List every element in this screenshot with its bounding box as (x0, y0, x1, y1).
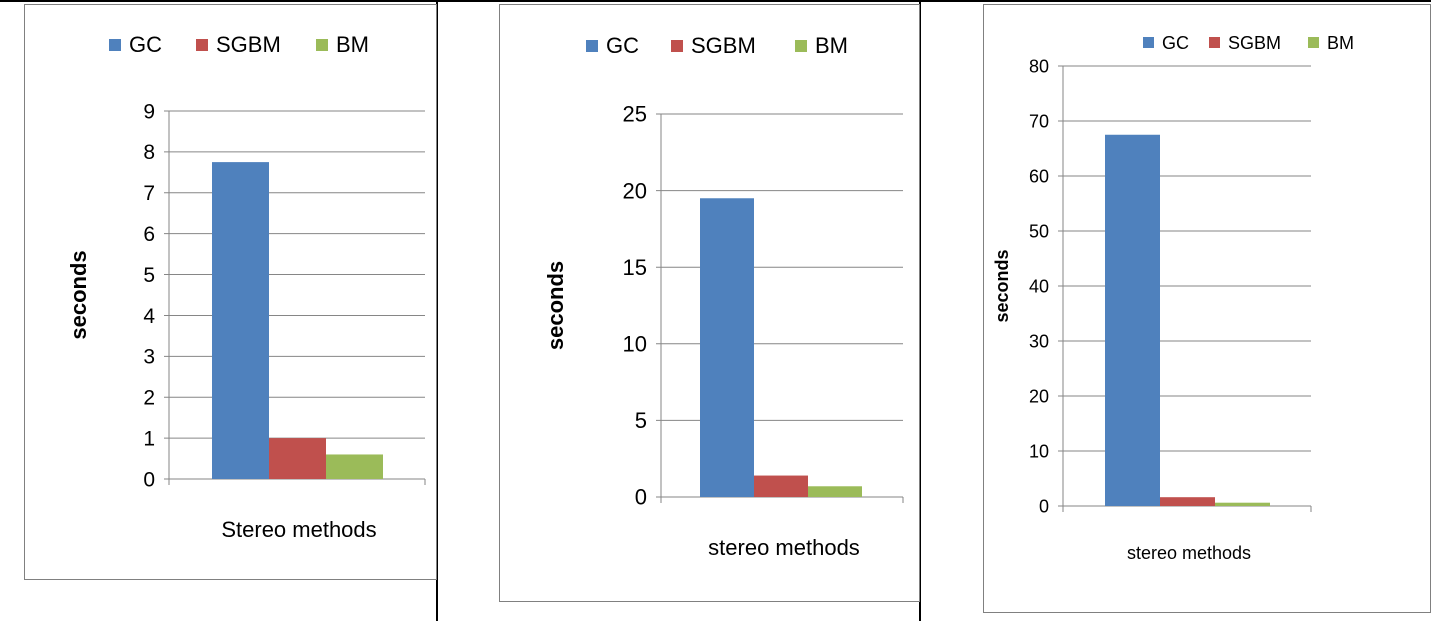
chart-panel-2: 0 5 10 15 20 25 GC SGBM BM seconds stereo methods (499, 4, 920, 602)
bar-sgbm (754, 475, 808, 497)
y-tick-label: 0 (143, 468, 155, 491)
legend-swatch-bm (316, 39, 328, 51)
bar-gc (1105, 134, 1160, 506)
y-axis-title: seconds (543, 261, 568, 350)
legend-label-sgbm: SGBM (1228, 33, 1281, 53)
y-tick-label: 4 (143, 305, 155, 328)
bar-sgbm (1160, 497, 1215, 506)
legend-label-gc: GC (129, 32, 162, 57)
bar-bm (808, 486, 862, 497)
y-tick-label: 5 (143, 264, 155, 287)
x-axis-title: stereo methods (1127, 543, 1251, 563)
bar-chart-3: 0 10 20 30 40 50 60 70 80 GC SGBM BM seconds stereo m… (983, 4, 1431, 613)
panel-divider-1 (436, 0, 438, 621)
top-border (0, 0, 1431, 2)
y-tick-label: 10 (1029, 441, 1049, 461)
legend-swatch-gc (1143, 37, 1154, 48)
y-tick-label: 9 (143, 100, 155, 123)
y-tick-label: 50 (1029, 221, 1049, 241)
bar-chart-1: 0 1 2 3 4 5 6 7 8 9 GC SGBM BM seconds Stereo methods (24, 4, 437, 580)
y-tick-label: 5 (635, 408, 647, 433)
chart-panel-1: 0 1 2 3 4 5 6 7 8 9 GC SGBM BM seconds Stereo methods (24, 4, 437, 580)
legend-label-bm: BM (815, 33, 848, 58)
legend-swatch-sgbm (196, 39, 208, 51)
panel-divider-2 (919, 0, 921, 621)
y-tick-label: 20 (623, 178, 647, 203)
y-tick-label: 25 (623, 102, 647, 127)
y-axis-title: seconds (992, 249, 1012, 322)
y-tick-label: 8 (143, 141, 155, 164)
legend-label-gc: GC (1162, 33, 1189, 53)
legend-label-sgbm: SGBM (216, 32, 281, 57)
y-tick-label: 60 (1029, 166, 1049, 186)
legend-label-bm: BM (1327, 33, 1354, 53)
y-tick-label: 80 (1029, 56, 1049, 76)
y-tick-label: 40 (1029, 276, 1049, 296)
y-tick-label: 30 (1029, 331, 1049, 351)
y-tick-label: 0 (1039, 496, 1049, 516)
bar-sgbm (269, 438, 326, 479)
bar-bm (326, 454, 383, 479)
y-tick-label: 0 (635, 485, 647, 510)
bar-gc (700, 198, 754, 497)
x-axis-title: Stereo methods (221, 517, 376, 542)
bar-gc (212, 162, 269, 479)
legend-swatch-gc (586, 40, 598, 52)
legend-label-bm: BM (336, 32, 369, 57)
y-axis-title: seconds (66, 250, 91, 339)
y-tick-label: 15 (623, 255, 647, 280)
y-tick-label: 3 (143, 346, 155, 369)
legend-label-sgbm: SGBM (691, 33, 756, 58)
y-tick-label: 70 (1029, 111, 1049, 131)
x-axis-title: stereo methods (708, 535, 860, 560)
legend-swatch-bm (795, 40, 807, 52)
y-tick-label: 7 (143, 182, 155, 205)
y-tick-label: 6 (143, 223, 155, 246)
y-tick-label: 1 (143, 427, 155, 450)
y-tick-label: 20 (1029, 386, 1049, 406)
y-tick-label: 10 (623, 332, 647, 357)
legend-swatch-sgbm (1209, 37, 1220, 48)
chart-border (983, 4, 1431, 613)
legend-label-gc: GC (606, 33, 639, 58)
legend-swatch-gc (109, 39, 121, 51)
legend-swatch-bm (1308, 37, 1319, 48)
bar-bm (1215, 502, 1270, 506)
chart-panel-3: 0 10 20 30 40 50 60 70 80 GC SGBM BM seconds stereo m… (983, 4, 1431, 613)
y-tick-label: 2 (143, 387, 155, 410)
legend-swatch-sgbm (671, 40, 683, 52)
bar-chart-2: 0 5 10 15 20 25 GC SGBM BM seconds stereo methods (499, 4, 920, 602)
